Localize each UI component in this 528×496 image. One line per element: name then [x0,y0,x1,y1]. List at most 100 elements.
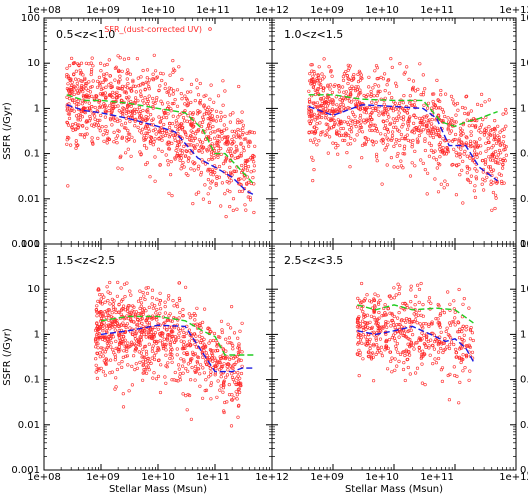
scatter-point [161,341,165,345]
scatter-point [94,370,98,374]
y-tick-label-left: 10 [27,284,40,295]
scatter-point [366,354,371,358]
scatter-point [177,143,181,147]
scatter-point [396,165,400,169]
scatter-point [105,72,109,76]
scatter-point [145,124,149,128]
green-dashed-line [66,94,256,186]
scatter-point [118,333,122,337]
scatter-point [152,357,157,362]
scatter-point [149,135,154,140]
scatter-point [387,78,391,82]
scatter-point [236,127,240,132]
scatter-point [125,349,129,353]
scatter-point [101,312,105,316]
green-dashed-line [100,315,255,356]
blue-dashed-line [357,325,475,362]
scatter-point [159,119,163,124]
scatter-point [382,126,387,130]
scatter-point [415,321,419,325]
scatter-point [429,301,433,305]
scatter-point [238,136,242,140]
scatter-point [198,121,202,125]
scatter-point [242,177,246,181]
scatter-point [248,198,253,202]
scatter-point [158,291,162,295]
scatter-point [201,396,205,400]
scatter-point [241,126,245,130]
scatter-point [471,338,475,343]
scatter-point [405,65,409,69]
scatter-point [138,341,142,345]
scatter-point [65,142,69,146]
scatter-point [167,314,171,318]
scatter-point [358,88,362,92]
scatter-point [158,311,162,315]
scatter-point [101,133,105,137]
scatter-point [360,143,365,147]
scatter-point [387,91,391,95]
scatter-point [120,340,124,344]
scatter-point [361,319,365,323]
scatter-point [378,326,382,330]
scatter-point [87,80,91,84]
scatter-point [167,147,171,151]
y-tick-label-right: 0.001 [520,239,528,250]
scatter-point [426,121,430,125]
scatter-point [139,317,143,322]
scatter-point [116,104,120,108]
scatter-point [384,107,388,111]
scatter-point [469,130,473,134]
scatter-point [186,159,190,163]
scatter-point [171,121,175,126]
scatter-point [109,341,113,345]
scatter-point [356,296,360,301]
scatter-point [111,348,115,352]
scatter-point [501,112,505,116]
scatter-point [373,292,377,296]
scatter-point [453,323,457,327]
scatter-point [165,318,169,322]
scatter-point [491,181,495,185]
scatter-point [434,317,438,321]
scatter-point [337,90,341,94]
scatter-point [136,76,140,80]
scatter-point [216,140,220,144]
scatter-point [189,357,193,361]
scatter-point [80,102,84,106]
scatter-point [193,136,197,140]
scatter-point [504,107,508,112]
scatter-point [412,131,416,135]
scatter-point [174,124,178,129]
scatter-point [157,115,161,119]
scatter-point [328,97,332,101]
scatter-point [141,290,145,295]
scatter-point [467,124,471,128]
scatter-point [185,149,189,154]
scatter-point [419,119,424,123]
panel-1: 0.5<z<1.0 [43,17,273,245]
scatter-point [130,114,134,118]
scatter-point [114,385,118,389]
scatter-point [234,131,238,135]
scatter-point [409,343,413,347]
x-tick-label-bottom: 1e+09 [310,472,344,483]
scatter-point [170,319,174,323]
scatter-point [501,162,505,166]
scatter-point [71,61,75,66]
scatter-point [210,157,214,161]
scatter-point [315,122,319,126]
scatter-point [139,152,143,156]
scatter-point [393,357,397,361]
scatter-point [158,390,163,395]
scatter-point [334,141,338,146]
scatter-point [341,85,345,89]
scatter-point [459,130,463,134]
scatter-point [209,348,213,353]
scatter-point [193,369,197,373]
scatter-point [446,126,450,131]
scatter-point [219,375,223,379]
scatter-point [487,155,491,159]
scatter-point [472,189,477,193]
scatter-point [145,352,149,356]
